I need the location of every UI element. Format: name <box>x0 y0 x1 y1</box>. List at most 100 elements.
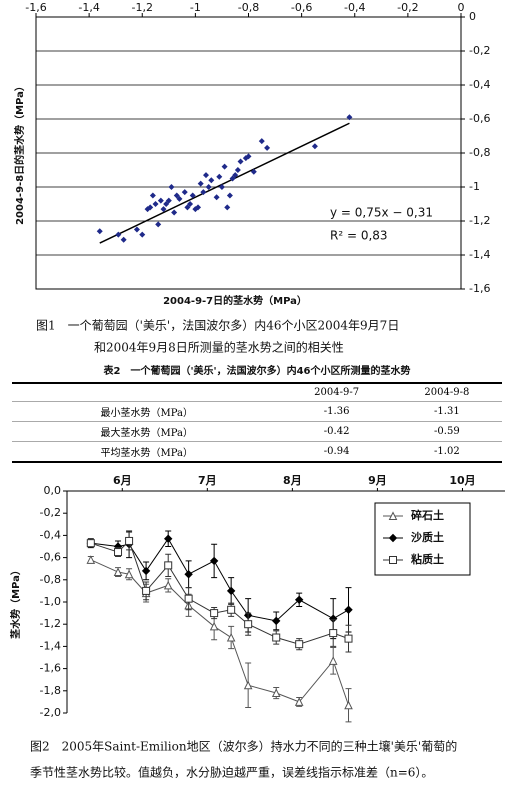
marker <box>295 640 304 649</box>
y-tick-label: -1,4 <box>40 639 61 652</box>
marker <box>271 688 281 698</box>
data-point <box>195 204 202 211</box>
data-point <box>226 192 233 199</box>
marker <box>141 566 151 576</box>
marker <box>294 697 304 706</box>
cell: -0.42 <box>281 421 392 442</box>
marker <box>243 680 253 690</box>
series-line <box>90 559 349 706</box>
data-point <box>120 236 127 243</box>
x-tick-label: 9月 <box>368 474 387 487</box>
y-tick-label: -0,8 <box>469 146 490 159</box>
marker <box>125 536 134 545</box>
marker <box>86 555 96 564</box>
y-tick-label: -1,2 <box>40 617 61 630</box>
table-title: 表2 一个葡萄园（'美乐'，法国波尔多）内46个小区所测量的茎水势 <box>103 364 411 377</box>
marker <box>329 629 338 638</box>
data-point <box>155 221 162 228</box>
caption-line: 图2 2005年Saint-Emilion地区（波尔多）持水力不同的三种土壤'美… <box>30 739 457 754</box>
table-row: 平均茎水势（MPa） -0.94 -1.02 <box>12 441 502 463</box>
row-label: 最小茎水势（MPa） <box>12 401 282 422</box>
marker <box>124 569 134 579</box>
x-tick-label: -0,8 <box>238 1 259 14</box>
data-point <box>221 163 228 170</box>
marker <box>164 561 173 570</box>
x-tick-label: 10月 <box>449 474 475 487</box>
data-point <box>205 184 212 190</box>
data-point <box>264 144 271 151</box>
data-point <box>311 143 318 150</box>
marker <box>210 609 219 618</box>
row-label: 平均茎水势（MPa） <box>12 441 282 463</box>
x-tick-label: -1,4 <box>78 1 99 14</box>
data-point <box>237 158 244 165</box>
y-tick-label: -1,2 <box>469 214 490 227</box>
marker <box>142 586 151 595</box>
data-point <box>189 192 196 199</box>
marker <box>226 632 236 642</box>
data-point <box>208 177 215 184</box>
data-point <box>232 172 239 179</box>
legend-marker <box>388 511 398 520</box>
data-point <box>197 180 204 187</box>
marker <box>114 548 123 557</box>
data-point <box>171 209 178 216</box>
data-point <box>96 228 103 235</box>
y-tick-label: -0,6 <box>469 112 490 125</box>
cell: -0.94 <box>281 441 392 463</box>
data-point <box>200 189 207 196</box>
data-point <box>147 204 154 211</box>
data-point <box>181 189 188 196</box>
y-tick-label: -0,2 <box>469 44 490 57</box>
y-tick-label: 0,0 <box>44 484 62 497</box>
y-axis-label: 2004-9-8日的茎水势（MPa） <box>13 81 26 225</box>
caption-line: 和2004年9月8日所测量的茎水势之间的相关性 <box>94 340 344 355</box>
header-cell: 2004-9-8 <box>391 382 502 402</box>
caption-line: 图1 一个葡萄园（'美乐'，法国波尔多）内46个小区2004年9月7日 <box>36 318 399 333</box>
x-tick-label: -1,6 <box>25 1 46 14</box>
data-point <box>203 172 209 179</box>
marker <box>164 534 173 543</box>
x-tick-label: 7月 <box>198 474 217 487</box>
data-point <box>133 226 140 233</box>
marker <box>272 616 281 626</box>
data-point <box>234 167 241 173</box>
data-point <box>152 201 159 207</box>
x-tick-label: -1,2 <box>132 1 153 14</box>
legend-label: 沙质土 <box>411 530 444 544</box>
y-tick-label: -0,4 <box>40 528 61 541</box>
y-tick-label: -0,4 <box>469 78 490 91</box>
table-row: 最大茎水势（MPa） -0.42 -0.59 <box>12 421 502 442</box>
legend-label: 碎石土 <box>411 508 444 522</box>
data-point <box>115 231 122 238</box>
row-label: 最大茎水势（MPa） <box>12 421 282 442</box>
data-point <box>139 231 146 238</box>
data-point <box>165 197 172 204</box>
marker <box>209 621 219 631</box>
cell: -1.02 <box>391 441 502 463</box>
marker <box>113 567 123 577</box>
cell: -0.59 <box>391 421 502 442</box>
marker <box>184 570 193 579</box>
y-tick-label: -1,4 <box>469 248 490 261</box>
data-point <box>213 194 220 201</box>
x-tick-label: -0,4 <box>344 1 365 14</box>
marker <box>209 556 219 566</box>
cell: -1.31 <box>391 401 502 422</box>
y-tick-label: -1 <box>469 180 480 193</box>
data-point <box>168 184 175 190</box>
marker <box>328 656 338 665</box>
cell: -1.36 <box>281 401 392 422</box>
legend-marker <box>388 533 398 543</box>
marker <box>294 595 304 604</box>
data-point <box>149 192 156 199</box>
x-tick-label: -0,6 <box>291 1 312 14</box>
marker <box>344 605 353 614</box>
annotation: y = 0,75x − 0,31 <box>330 206 433 220</box>
data-point <box>250 168 257 175</box>
marker <box>272 633 281 642</box>
data-point <box>218 184 225 190</box>
marker <box>227 605 236 614</box>
